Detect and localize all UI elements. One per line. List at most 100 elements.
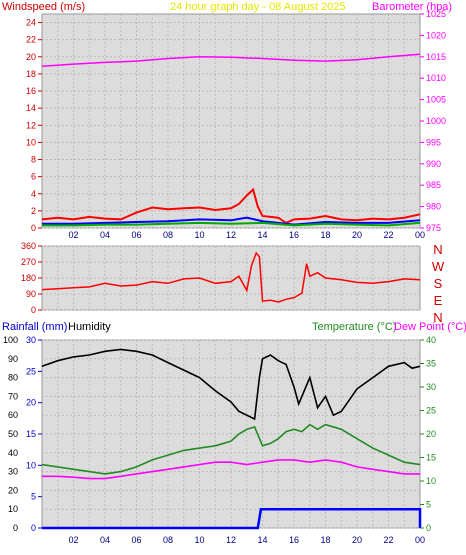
- temperature-tick-label: 20: [426, 429, 436, 439]
- rain-tick-label: 30: [26, 335, 36, 345]
- temperature-axis-label: Temperature (°C): [312, 321, 396, 333]
- barometer-tick-label: 1010: [426, 73, 446, 83]
- windspeed-axis-label: Windspeed (m/s): [2, 1, 85, 13]
- windspeed-tick-label: 10: [26, 137, 36, 147]
- x-tick-label: 00: [415, 230, 425, 240]
- x-tick-label: 22: [383, 535, 393, 545]
- barometer-tick-label: 1000: [426, 116, 446, 126]
- barometer-tick-label: 985: [426, 180, 441, 190]
- x-tick-label: 20: [352, 535, 362, 545]
- barometer-tick-label: 990: [426, 159, 441, 169]
- temperature-tick-label: 15: [426, 453, 436, 463]
- windspeed-tick-label: 2: [31, 206, 36, 216]
- temperature-tick-label: 40: [426, 335, 436, 345]
- temperature-tick-label: 25: [426, 406, 436, 416]
- rain-series-line: [42, 507, 422, 530]
- compass-label: N: [433, 242, 442, 257]
- direction-tick-label: 360: [21, 241, 36, 251]
- direction-tick-label: 90: [26, 289, 36, 299]
- x-tick-label: 20: [352, 230, 362, 240]
- humidity-series-line: [41, 348, 421, 421]
- x-tick-label: 10: [194, 535, 204, 545]
- compass-label: S: [434, 276, 443, 291]
- humidity-tick-label: 90: [8, 354, 18, 364]
- x-tick-label: 16: [289, 230, 299, 240]
- x-tick-label: 06: [131, 535, 141, 545]
- direction-tick-label: 0: [31, 305, 36, 315]
- x-tick-label: 00: [415, 535, 425, 545]
- gust-series-line: [42, 216, 421, 226]
- temperature-series-line: [41, 423, 421, 475]
- windspeed-tick-label: 20: [26, 52, 36, 62]
- windspeed-tick-label: 14: [26, 103, 36, 113]
- windspeed-tick-label: 16: [26, 86, 36, 96]
- compass-label: E: [434, 293, 443, 308]
- x-tick-label: 16: [289, 535, 299, 545]
- rain-tick-label: 5: [31, 492, 36, 502]
- x-tick-label: 02: [68, 535, 78, 545]
- rain-tick-label: 20: [26, 398, 36, 408]
- rain-tick-label: 10: [26, 460, 36, 470]
- barometer-tick-label: 1005: [426, 95, 446, 105]
- humidity-tick-label: 10: [8, 504, 18, 514]
- barometer-tick-label: 995: [426, 137, 441, 147]
- humidity-tick-label: 100: [3, 335, 18, 345]
- wind-series-line: [41, 187, 421, 225]
- x-tick-label: 02: [68, 230, 78, 240]
- windspeed-tick-label: 6: [31, 172, 36, 182]
- rain-tick-label: 15: [26, 429, 36, 439]
- x-tick-label: 10: [194, 230, 204, 240]
- windspeed-tick-label: 4: [31, 189, 36, 199]
- x-tick-label: 12: [226, 230, 236, 240]
- graph-title: 24 hour graph day - 08 August 2025: [170, 1, 346, 13]
- humidity-tick-label: 20: [8, 485, 18, 495]
- x-tick-label: 08: [163, 230, 173, 240]
- barometer-tick-label: 1015: [426, 52, 446, 62]
- windspeed-tick-label: 24: [26, 18, 36, 28]
- barometer-tick-label: 975: [426, 223, 441, 233]
- humidity-tick-label: 70: [8, 391, 18, 401]
- x-tick-label: 08: [163, 535, 173, 545]
- temperature-tick-label: 10: [426, 476, 436, 486]
- x-tick-label: 14: [257, 230, 267, 240]
- humidity-tick-label: 80: [8, 373, 18, 383]
- windspeed-tick-label: 12: [26, 120, 36, 130]
- green-series-line: [42, 221, 421, 227]
- x-tick-label: 14: [257, 535, 267, 545]
- humidity-tick-label: 60: [8, 410, 18, 420]
- x-tick-label: 12: [226, 535, 236, 545]
- compass-label: N: [433, 310, 442, 325]
- humidity-tick-label: 30: [8, 467, 18, 477]
- humidity-axis-label: Humidity: [68, 321, 111, 333]
- dewpoint-axis-label: Dew Point (°C): [394, 321, 466, 333]
- barometer-tick-label: 1025: [426, 9, 446, 19]
- barometer-axis-label: Barometer (hpa): [372, 1, 452, 13]
- barometer-series-line: [41, 53, 421, 67]
- windspeed-tick-label: 22: [26, 35, 36, 45]
- rain-tick-label: 25: [26, 366, 36, 376]
- temperature-tick-label: 35: [426, 359, 436, 369]
- humidity-tick-label: 50: [8, 429, 18, 439]
- x-tick-label: 06: [131, 230, 141, 240]
- temperature-tick-label: 5: [426, 500, 431, 510]
- dewpoint-series-line: [42, 459, 420, 480]
- barometer-tick-label: 1020: [426, 30, 446, 40]
- windspeed-tick-label: 18: [26, 69, 36, 79]
- direction-tick-label: 180: [21, 273, 36, 283]
- x-tick-label: 18: [320, 230, 330, 240]
- barometer-tick-label: 980: [426, 202, 441, 212]
- climate-panel: 0 10 20 30 40 50 60 70 80 90 100 0 5 10 15 20 25 30 0 5 10…: [3, 335, 436, 545]
- temperature-tick-label: 30: [426, 382, 436, 392]
- compass-label: W: [432, 259, 445, 274]
- humidity-tick-label: 40: [8, 448, 18, 458]
- direction-tick-label: 270: [21, 257, 36, 267]
- windspeed-tick-label: 0: [31, 223, 36, 233]
- rain-tick-label: 0: [31, 523, 36, 533]
- x-tick-label: 22: [383, 230, 393, 240]
- temperature-tick-label: 0: [426, 523, 431, 533]
- direction-series-line: [41, 251, 421, 303]
- x-tick-label: 04: [100, 230, 110, 240]
